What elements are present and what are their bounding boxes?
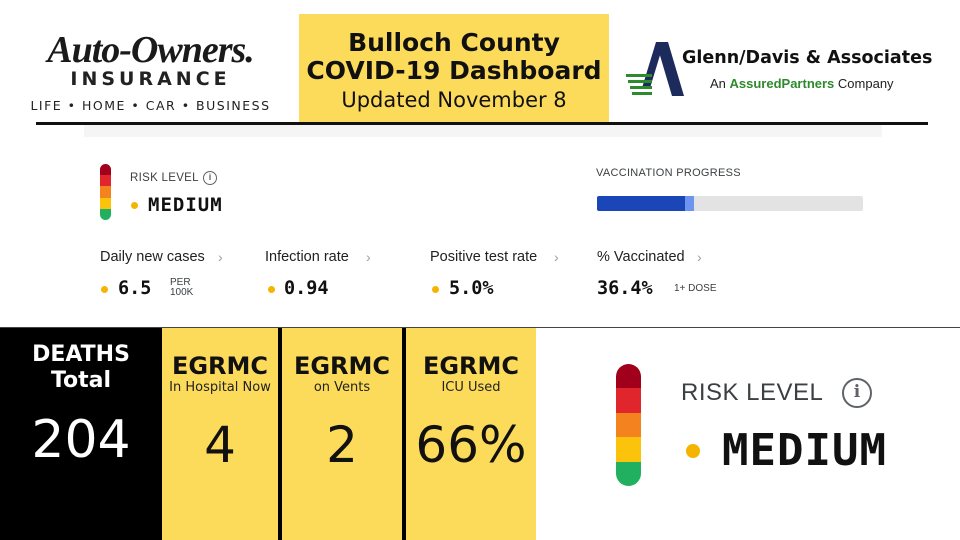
risk-scale-segment xyxy=(616,437,641,462)
header-divider xyxy=(36,122,928,125)
metric-positive-test-rate-value: 5.0% xyxy=(449,278,494,299)
metric-percent-vaccinated-label[interactable]: % Vaccinated xyxy=(597,249,685,265)
risk-scale-bar-large xyxy=(616,364,641,486)
metric-status-dot xyxy=(268,286,275,293)
panel-divider xyxy=(278,328,282,540)
info-icon[interactable]: i xyxy=(203,171,217,185)
risk-scale-bar-small xyxy=(100,164,111,220)
deaths-value: 204 xyxy=(31,410,131,470)
vaccination-partial-fill xyxy=(684,196,694,211)
metric-infection-rate-value: 0.94 xyxy=(284,278,329,299)
risk-level-label: RISK LEVEL xyxy=(130,172,199,184)
metric-percent-vaccinated-value: 36.4% xyxy=(597,278,653,299)
risk-scale-segment xyxy=(100,186,111,198)
egrmc-title: EGRMC xyxy=(293,352,391,380)
metric-status-dot xyxy=(101,286,108,293)
chevron-right-icon[interactable]: › xyxy=(554,249,559,265)
egrmc-title: EGRMC xyxy=(171,352,269,380)
egrmc-vents-value: 2 xyxy=(326,416,358,474)
chevron-right-icon[interactable]: › xyxy=(366,249,371,265)
egrmc-icu-panel: EGRMC ICU Used 66% xyxy=(406,328,536,540)
panel-divider xyxy=(402,328,406,540)
glenn-davis-logo: Glenn/Davis & Associates An AssuredPartn… xyxy=(624,40,944,100)
metric-percent-vaccinated-unit: 1+ DOSE xyxy=(674,283,717,294)
risk-scale-segment xyxy=(616,412,641,438)
glenn-davis-name: Glenn/Davis & Associates xyxy=(682,48,933,68)
section-divider xyxy=(0,327,960,328)
header-shadow xyxy=(84,125,882,137)
metric-daily-new-cases-label[interactable]: Daily new cases xyxy=(100,249,205,265)
vaccination-progress-bar xyxy=(597,196,863,211)
risk-scale-segment xyxy=(616,461,641,486)
assured-partners-mark-icon xyxy=(626,42,684,96)
metric-status-dot xyxy=(432,286,439,293)
metric-positive-test-rate-label[interactable]: Positive test rate xyxy=(430,249,538,265)
risk-level-value: MEDIUM xyxy=(148,194,223,216)
info-icon[interactable]: i xyxy=(842,378,872,408)
vaccination-progress-label: VACCINATION PROGRESS xyxy=(596,167,741,179)
chevron-right-icon[interactable]: › xyxy=(697,249,702,265)
egrmc-hospital-subtitle: In Hospital Now xyxy=(169,380,271,395)
metric-infection-rate-label[interactable]: Infection rate xyxy=(265,249,349,265)
title-dashboard: COVID-19 Dashboard xyxy=(306,56,602,85)
assured-partners-tagline: An AssuredPartners Company xyxy=(710,76,894,91)
vaccination-full-fill xyxy=(597,196,685,211)
deaths-panel: DEATHS Total 204 xyxy=(0,328,162,540)
risk-status-dot xyxy=(686,444,700,458)
egrmc-vents-subtitle: on Vents xyxy=(313,380,371,395)
auto-owners-insurance-text: INSURANCE xyxy=(70,68,231,90)
egrmc-vents-panel: EGRMC on Vents 2 xyxy=(282,328,402,540)
risk-scale-segment xyxy=(100,197,111,209)
deaths-subtitle: Total xyxy=(50,368,112,393)
egrmc-title: EGRMC xyxy=(422,352,520,380)
deaths-title: DEATHS xyxy=(32,342,130,367)
egrmc-icu-value: 66% xyxy=(415,416,527,474)
metric-daily-new-cases-value: 6.5 xyxy=(118,278,152,299)
egrmc-icu-subtitle: ICU Used xyxy=(441,380,501,395)
risk-scale-segment xyxy=(616,388,641,413)
dashboard-title-box: Bulloch County COVID-19 Dashboard Update… xyxy=(299,14,609,122)
title-county: Bulloch County xyxy=(348,28,560,57)
risk-status-dot xyxy=(131,202,138,209)
risk-scale-segment xyxy=(616,364,641,389)
egrmc-hospital-value: 4 xyxy=(204,416,236,474)
risk-scale-segment xyxy=(100,208,111,220)
auto-owners-logo: Auto-Owners. INSURANCE LIFE • HOME • CAR… xyxy=(18,28,283,116)
chevron-right-icon[interactable]: › xyxy=(218,249,223,265)
metric-daily-new-cases-unit: PER 100K xyxy=(170,277,194,298)
risk-level-large-label: RISK LEVEL xyxy=(681,379,824,406)
egrmc-hospital-panel: EGRMC In Hospital Now 4 xyxy=(162,328,278,540)
risk-level-large-value: MEDIUM xyxy=(722,425,887,476)
auto-owners-wordmark: Auto-Owners. xyxy=(47,29,255,71)
risk-scale-segment xyxy=(100,175,111,187)
risk-scale-segment xyxy=(100,164,111,176)
title-updated-date: Updated November 8 xyxy=(341,88,567,112)
auto-owners-tagline: LIFE • HOME • CAR • BUSINESS xyxy=(30,98,271,113)
